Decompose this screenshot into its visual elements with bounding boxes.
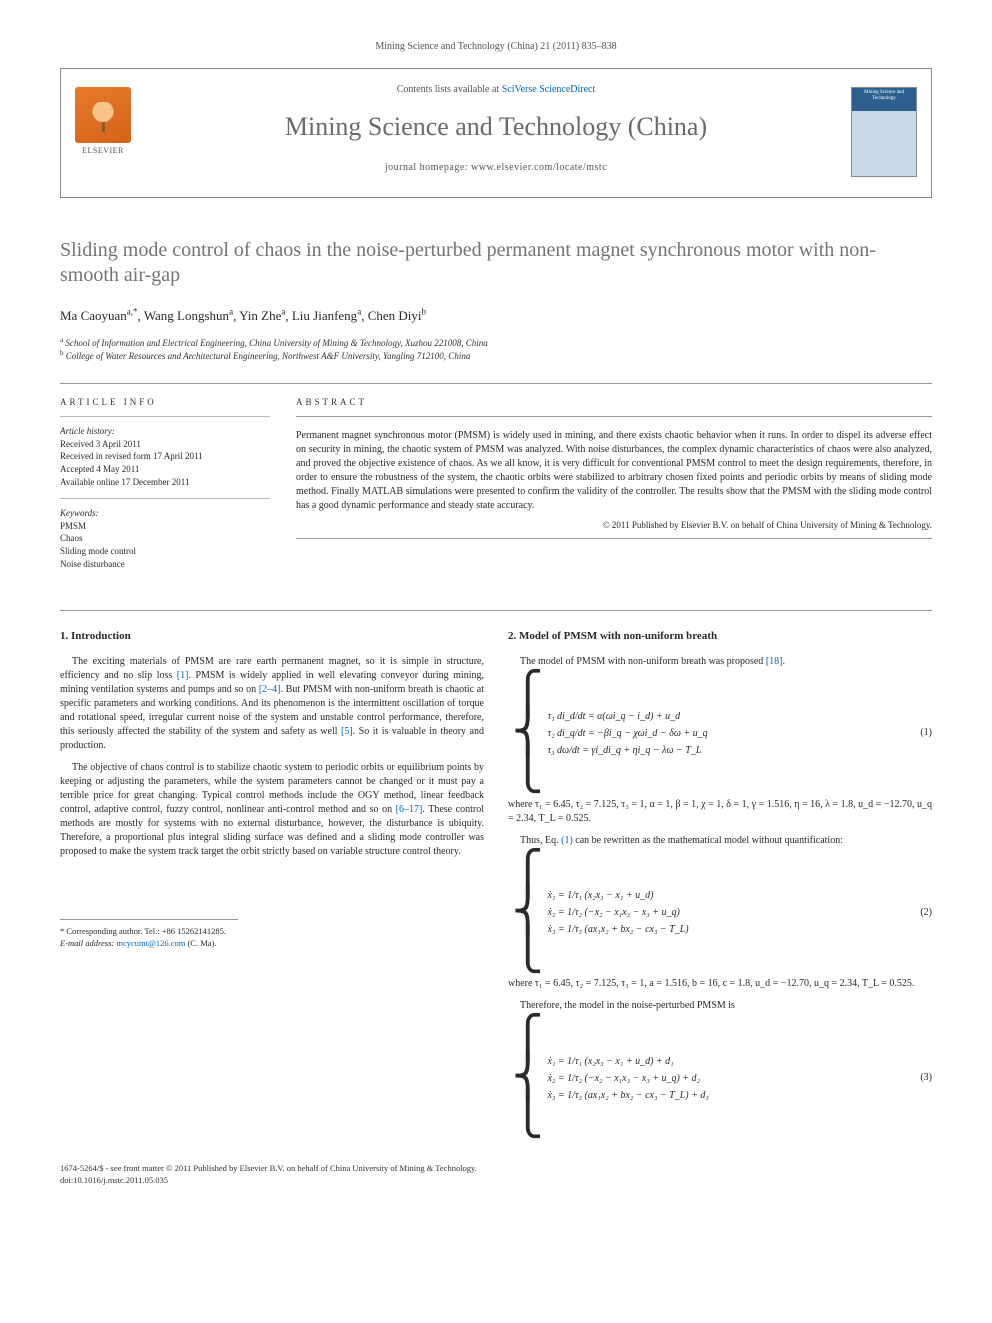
abstract-column: ABSTRACT Permanent magnet synchronous mo… [296,396,932,581]
eq3-l1: ẋ₁ = 1/τ₁ (x₂x₃ − x₁ + u_d) + d₁ [548,1053,709,1070]
article-body: 1. Introduction The exciting materials o… [60,623,932,1143]
abstract-label: ABSTRACT [296,396,932,409]
equation-1: ⎧⎨⎩ τ₁ di_d/dt = α(ωi_q − i_d) + u_d τ₂ … [512,677,932,790]
eq3-l3: ẋ₃ = 1/τ₃ (ax₁x₂ + bx₂ − cx₃ − T_L) + d₃ [548,1087,709,1104]
corr-email-suffix: (C. Ma). [185,938,216,948]
eq1-l2: τ₂ di_q/dt = −βi_q − χωi_d − δω + u_q [548,725,708,742]
eq2-number: (2) [910,906,932,920]
equation-2: ⎧⎨⎩ ẋ₁ = 1/τ₁ (x₂x₃ − x₁ + u_d) ẋ₂ = 1/τ… [512,856,932,969]
keyword-3: Noise disturbance [60,559,125,569]
eq2-l1: ẋ₁ = 1/τ₁ (x₂x₃ − x₁ + u_d) [548,887,689,904]
homepage-url: www.elsevier.com/locate/mstc [471,162,607,173]
eq1-params: where τ₁ = 6.45, τ₂ = 7.125, τ₃ = 1, α =… [508,798,932,826]
ref-1-link[interactable]: [1] [177,670,189,681]
elsevier-logo: ELSEVIER [75,87,131,157]
intro-p1: The exciting materials of PMSM are rare … [60,655,484,753]
history-3: Available online 17 December 2011 [60,477,189,487]
author-0: Ma Caoyuana,* [60,308,138,323]
history-1: Received in revised form 17 April 2011 [60,451,203,461]
author-2: Yin Zhea [239,308,285,323]
footer-line1: 1674-5264/$ - see front matter © 2011 Pu… [60,1163,932,1175]
eq3-number: (3) [910,1071,932,1085]
affiliation-list: a School of Information and Electrical E… [60,336,932,363]
eq1-number: (1) [910,726,932,740]
journal-homepage-line: journal homepage: www.elsevier.com/locat… [77,161,915,175]
corr-email-link[interactable]: mcycumt@126.com [116,938,185,948]
ref-2-4-link[interactable]: [2–4] [259,684,281,695]
keyword-0: PMSM [60,521,86,531]
publisher-label: ELSEVIER [75,145,131,156]
journal-cover-thumbnail: Mining Science and Technology [851,87,917,177]
model-p1: The model of PMSM with non-uniform breat… [508,655,932,669]
abstract-copyright: © 2011 Published by Elsevier B.V. on beh… [296,519,932,532]
history-2: Accepted 4 May 2011 [60,464,139,474]
cover-label: Mining Science and Technology [852,90,916,101]
journal-reference: Mining Science and Technology (China) 21… [60,40,932,54]
article-history: Article history: Received 3 April 2011 R… [60,425,270,488]
keyword-2: Sliding mode control [60,546,136,556]
corr-star: * [60,926,64,936]
article-title: Sliding mode control of chaos in the noi… [60,238,932,288]
eq2-l3: ẋ₃ = 1/τ₃ (ax₁x₂ + bx₂ − cx₃ − T_L) [548,921,689,938]
eq1-ref-link[interactable]: (1) [561,835,573,846]
eq2-l2: ẋ₂ = 1/τ₂ (−x₂ − x₁x₃ − x₃ + u_q) [548,904,689,921]
homepage-prefix: journal homepage: [385,162,471,173]
contents-list-line: Contents lists available at SciVerse Sci… [77,83,915,97]
corr-label: Corresponding author. Tel.: +86 15262141… [66,926,226,936]
intro-p2: The objective of chaos control is to sta… [60,761,484,859]
divider [60,383,932,384]
equation-3: ⎧⎨⎩ ẋ₁ = 1/τ₁ (x₂x₃ − x₁ + u_d) + d₁ ẋ₂ … [512,1021,932,1134]
contents-prefix: Contents lists available at [397,84,502,95]
ref-6-17-link[interactable]: [6–17] [396,804,423,815]
affiliation-a: a School of Information and Electrical E… [60,336,932,350]
corresponding-author-footnote: * Corresponding author. Tel.: +86 152621… [60,919,238,950]
page-footer: 1674-5264/$ - see front matter © 2011 Pu… [60,1163,932,1187]
abstract-text: Permanent magnet synchronous motor (PMSM… [296,429,932,513]
ref-18-link[interactable]: [18] [766,656,783,667]
history-0: Received 3 April 2011 [60,439,141,449]
keywords-label: Keywords: [60,508,99,518]
eq2-params: where τ₁ = 6.45, τ₂ = 7.125, τ₃ = 1, a =… [508,977,932,991]
author-1: Wang Longshuna [144,308,233,323]
sciencedirect-link[interactable]: SciVerse ScienceDirect [502,84,596,95]
author-list: Ma Caoyuana,*, Wang Longshuna, Yin Zhea,… [60,306,932,326]
eq3-l2: ẋ₂ = 1/τ₂ (−x₂ − x₁x₃ − x₃ + u_q) + d₂ [548,1070,709,1087]
model-heading: 2. Model of PMSM with non-uniform breath [508,629,932,644]
model-p2: Thus, Eq. (1) can be rewritten as the ma… [508,834,932,848]
history-label: Article history: [60,426,115,436]
intro-heading: 1. Introduction [60,629,484,644]
corr-email-label: E-mail address: [60,938,116,948]
journal-title: Mining Science and Technology (China) [77,109,915,145]
keywords-block: Keywords: PMSM Chaos Sliding mode contro… [60,507,270,570]
keyword-1: Chaos [60,533,83,543]
affiliation-b: b College of Water Resources and Archite… [60,349,932,363]
ref-5-link[interactable]: [5] [341,726,353,737]
eq1-l1: τ₁ di_d/dt = α(ωi_q − i_d) + u_d [548,708,708,725]
info-abstract-row: ARTICLE INFO Article history: Received 3… [60,396,932,581]
footer-doi: doi:10.1016/j.mstc.2011.05.035 [60,1175,932,1187]
author-4: Chen Diyib [368,308,426,323]
eq1-l3: τ₃ dω/dt = γi_di_q + ηi_q − λω − T_L [548,742,708,759]
divider [60,610,932,611]
article-info-label: ARTICLE INFO [60,396,270,409]
author-3: Liu Jianfenga [292,308,361,323]
article-info-column: ARTICLE INFO Article history: Received 3… [60,396,270,581]
model-p3: Therefore, the model in the noise-pertur… [508,999,932,1013]
journal-header-box: ELSEVIER Mining Science and Technology C… [60,68,932,198]
